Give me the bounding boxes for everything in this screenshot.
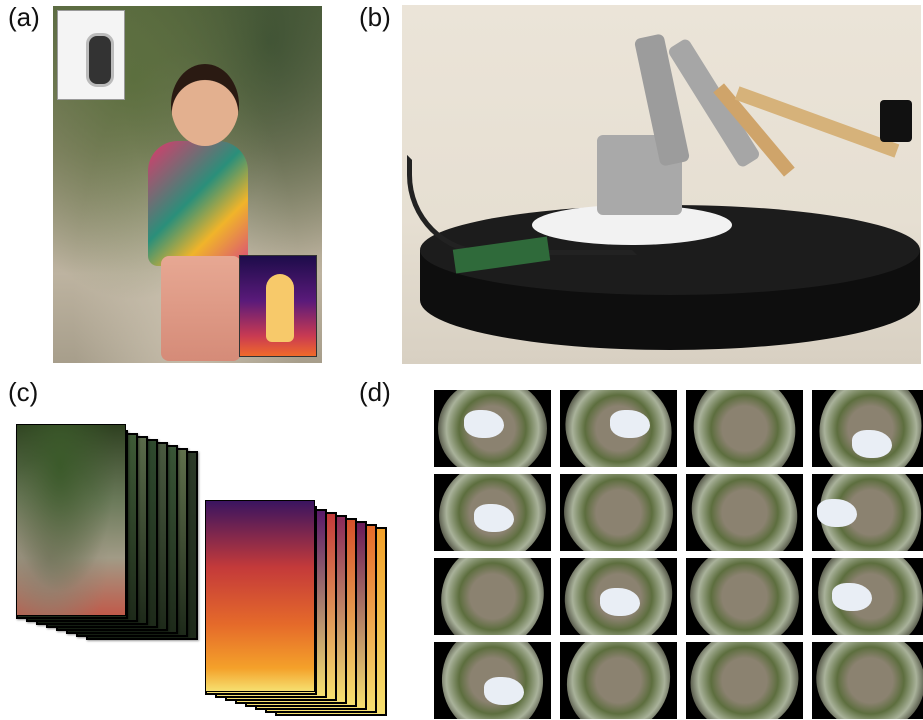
fisheye-image xyxy=(686,558,803,635)
fisheye-image xyxy=(560,558,677,635)
depth-silhouette xyxy=(266,274,294,342)
label-d: (d) xyxy=(359,377,391,407)
fisheye-image xyxy=(686,390,803,467)
fisheye-image xyxy=(812,558,923,635)
sky-patch xyxy=(852,430,892,458)
phone-lens xyxy=(86,33,114,87)
fisheye-image xyxy=(434,642,551,719)
child-body xyxy=(148,141,248,266)
portrait-photo xyxy=(53,6,322,363)
fisheye-view xyxy=(812,642,923,719)
camera xyxy=(880,100,912,142)
fisheye-image xyxy=(812,390,923,467)
robot-rig-photo xyxy=(402,5,921,364)
fisheye-view xyxy=(686,558,803,635)
fisheye-image xyxy=(686,474,803,551)
child-head xyxy=(171,64,239,146)
fisheye-image xyxy=(812,642,923,719)
sky-patch xyxy=(832,583,872,611)
fisheye-view xyxy=(686,474,803,551)
fisheye-image xyxy=(434,390,551,467)
phone-camera-icon xyxy=(57,10,125,100)
fisheye-view xyxy=(560,474,677,551)
sky-patch xyxy=(600,588,640,616)
fisheye-image xyxy=(812,474,923,551)
sky-patch xyxy=(484,677,524,705)
sky-patch xyxy=(610,410,650,438)
sky-patch xyxy=(474,504,514,532)
child-skirt xyxy=(161,256,241,361)
label-a: (a) xyxy=(8,2,40,32)
fisheye-view xyxy=(686,390,803,467)
fisheye-view xyxy=(686,642,803,719)
fisheye-image xyxy=(560,642,677,719)
fisheye-image xyxy=(560,474,677,551)
fisheye-image xyxy=(434,558,551,635)
fisheye-view xyxy=(434,558,551,635)
depth-map-thumbnail xyxy=(239,255,317,357)
label-c: (c) xyxy=(8,377,39,407)
sky-patch xyxy=(817,499,857,527)
label-b: (b) xyxy=(359,2,391,32)
fisheye-image xyxy=(560,390,677,467)
fisheye-view xyxy=(560,642,677,719)
fisheye-image xyxy=(434,474,551,551)
sky-patch xyxy=(464,410,504,438)
fisheye-grid xyxy=(434,390,923,720)
fisheye-image xyxy=(686,642,803,719)
rgb-image xyxy=(16,424,126,616)
depth-map xyxy=(205,500,315,692)
